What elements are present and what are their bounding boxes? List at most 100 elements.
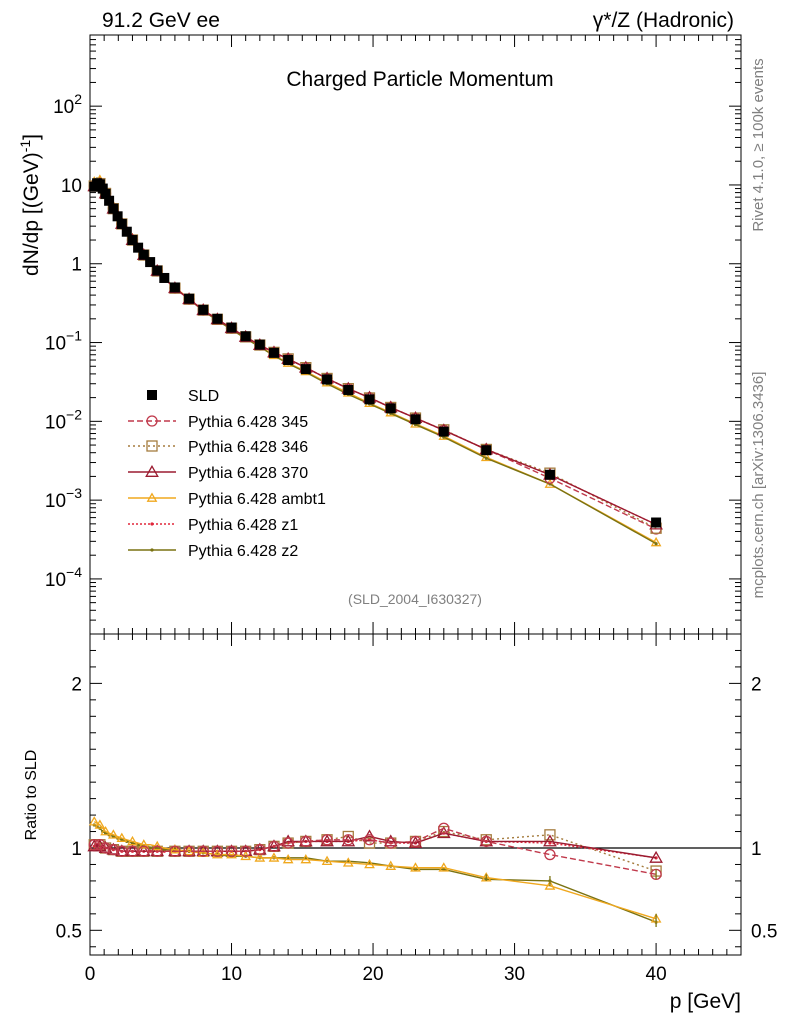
- data-point: [320, 834, 334, 847]
- data-point: [363, 837, 376, 849]
- ratio-y-tick-label: 2: [751, 674, 762, 695]
- series-pythia-6-428-345: [88, 177, 662, 535]
- data-point: [484, 456, 488, 460]
- data-point: [169, 845, 181, 857]
- data-point: [150, 522, 154, 526]
- x-tick-label: 30: [504, 964, 525, 985]
- data-point: [654, 542, 658, 546]
- series-pythia-6-428-370: [87, 826, 663, 863]
- data-point: [321, 834, 333, 846]
- data-point: [438, 822, 450, 834]
- data-point: [121, 226, 132, 237]
- data-point: [100, 825, 111, 836]
- series-pythia-6-428-346: [88, 177, 662, 534]
- data-point: [341, 834, 356, 847]
- data-point: [342, 834, 354, 846]
- data-point: [94, 819, 106, 829]
- svg-text:dN/dp [(GeV)-1]: dN/dp [(GeV)-1]: [17, 134, 43, 276]
- data-point: [282, 837, 294, 849]
- series-line: [93, 181, 657, 530]
- data-point: [322, 374, 333, 385]
- data-point: [268, 840, 280, 853]
- ratio-y-tick-label: 0.5: [751, 921, 777, 942]
- data-point: [300, 364, 311, 375]
- data-point: [649, 850, 663, 863]
- data-point: [226, 849, 237, 859]
- y-tick-label: 10−2: [45, 406, 82, 433]
- data-point: [159, 272, 170, 283]
- data-point: [145, 464, 159, 477]
- data-point: [184, 293, 195, 304]
- data-point: [88, 816, 100, 826]
- ratio-y-tick-label: 2: [71, 674, 82, 695]
- y-tick-label: 10: [61, 176, 82, 197]
- legend-label: Pythia 6.428 z1: [188, 517, 298, 534]
- data-point: [385, 837, 397, 849]
- data-point: [254, 339, 265, 350]
- data-point: [413, 867, 418, 872]
- data-point: [133, 242, 144, 253]
- series-line: [93, 177, 657, 544]
- data-point: [300, 835, 312, 848]
- series-pythia-6-428-345: [88, 822, 662, 880]
- y-tick-label: 1: [71, 255, 82, 276]
- legend-entry: SLD: [147, 388, 219, 405]
- data-point: [107, 843, 120, 856]
- data-point: [146, 440, 158, 452]
- legend-entry: Pythia 6.428 z2: [128, 543, 298, 560]
- legend-entry: Pythia 6.428 370: [128, 464, 308, 482]
- x-tick-label: 40: [646, 964, 667, 985]
- data-point: [146, 492, 158, 502]
- data-point: [254, 843, 266, 856]
- legend-label: SLD: [188, 388, 219, 405]
- data-point: [151, 845, 163, 857]
- data-point: [146, 415, 158, 427]
- data-point: [544, 880, 556, 890]
- ratio-y-tick-label: 1: [751, 839, 762, 860]
- y-tick-label: 10−3: [45, 485, 82, 512]
- data-point: [94, 839, 106, 851]
- data-point: [197, 845, 209, 857]
- data-point: [150, 548, 154, 552]
- data-point: [226, 322, 237, 333]
- legend-entry: Pythia 6.428 ambt1: [128, 491, 326, 508]
- data-point: [342, 857, 354, 867]
- legend: SLD Pythia 6.428 345 Pythia 6.428 346 Pythi…: [128, 388, 326, 560]
- data-point: [438, 426, 449, 437]
- main-title: Charged Particle Momentum: [286, 68, 553, 91]
- header-left: 91.2 GeV ee: [102, 9, 220, 32]
- series-line: [93, 181, 657, 526]
- data-point: [548, 841, 552, 845]
- header-right: γ*/Z (Hadronic): [593, 9, 734, 32]
- data-point: [138, 249, 149, 260]
- data-point: [127, 235, 138, 246]
- data-point: [169, 844, 181, 854]
- data-point: [116, 832, 128, 842]
- data-point: [480, 835, 492, 848]
- data-point: [136, 844, 151, 857]
- data-point: [211, 849, 223, 859]
- data-point: [544, 829, 556, 841]
- data-point: [97, 183, 108, 194]
- data-point: [198, 304, 209, 315]
- data-point: [385, 860, 397, 870]
- data-point: [363, 834, 376, 846]
- data-point: [88, 839, 100, 851]
- data-point: [107, 829, 119, 839]
- data-point: [650, 868, 662, 880]
- legend-entry: Pythia 6.428 z1: [128, 517, 298, 534]
- y-tick-label: 10−4: [45, 564, 82, 591]
- data-point: [283, 355, 294, 366]
- ratio-y-tick-label: 1: [71, 839, 82, 860]
- series-line: [93, 827, 657, 876]
- data-point: [481, 445, 492, 456]
- legend-entry: Pythia 6.428 346: [128, 439, 308, 456]
- x-tick-label: 20: [362, 964, 383, 985]
- data-point: [385, 403, 396, 414]
- y-tick-label: 10−1: [45, 328, 82, 355]
- series-pythia-6-428-z2: [92, 177, 658, 546]
- series-line: [93, 821, 657, 920]
- mcplots-credit: mcplots.cern.ch [arXiv:1306.3436]: [750, 372, 767, 599]
- data-point: [225, 845, 238, 857]
- main-panel: Charged Particle Momentum (SLD_2004_I630…: [45, 34, 742, 635]
